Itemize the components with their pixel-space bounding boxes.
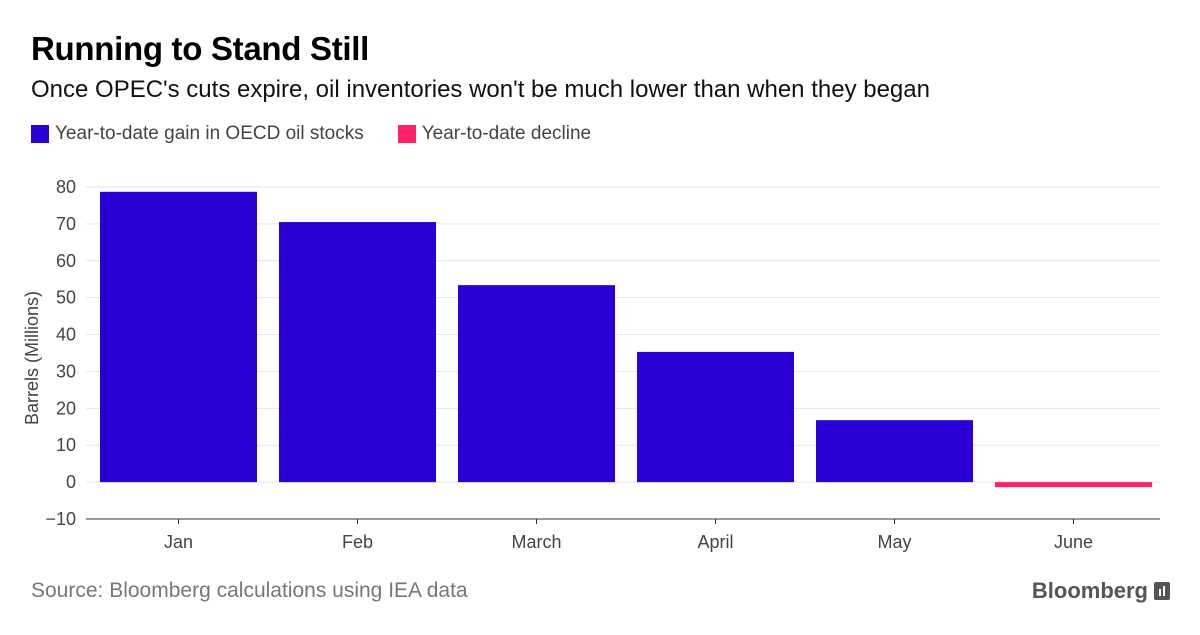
bar-april (637, 351, 794, 483)
bar-march (458, 285, 615, 483)
legend-swatch-decline (397, 125, 416, 143)
y-tick-label: 10 (56, 435, 76, 455)
bar-jan (100, 191, 257, 483)
y-tick-label: 40 (56, 325, 76, 345)
chart-title: Running to Stand Still (31, 30, 370, 67)
y-tick-label: 80 (56, 177, 76, 197)
brand-logo: Bloomberg (1032, 578, 1170, 604)
bar-may (816, 420, 973, 483)
bar-june (995, 482, 1152, 488)
bar-chart-icon (1154, 582, 1170, 600)
bar-feb (279, 222, 436, 483)
y-tick-label: 20 (56, 398, 76, 418)
legend: Year-to-date gain in OECD oil stocks Yea… (31, 123, 625, 145)
brand-name: Bloomberg (1031, 578, 1148, 603)
y-tick-label: −10 (45, 509, 76, 529)
legend-label-gain: Year-to-date gain in OECD oil stocks (55, 123, 364, 144)
y-tick-label: 60 (56, 251, 76, 271)
chart-subtitle: Once OPEC's cuts expire, oil inventories… (31, 76, 930, 103)
x-tick-label: April (697, 532, 733, 552)
source-note: Source: Bloomberg calculations using IEA… (31, 579, 468, 602)
legend-label-decline: Year-to-date decline (421, 123, 592, 144)
y-tick-label: 50 (56, 288, 76, 308)
y-tick-label: 0 (66, 472, 76, 492)
y-tick-label: 70 (56, 214, 76, 234)
x-tick-label: Feb (342, 532, 373, 552)
legend-swatch-gain (31, 125, 49, 143)
y-tick-label: 30 (56, 361, 76, 381)
x-tick-label: March (511, 532, 561, 552)
x-tick-label: May (877, 532, 911, 552)
legend-item-gain: Year-to-date gain in OECD oil stocks (31, 123, 364, 145)
y-axis-title: Barrels (Millions) (22, 291, 42, 425)
legend-item-decline: Year-to-date decline (397, 123, 592, 145)
x-tick-label: June (1054, 532, 1093, 552)
x-tick-label: Jan (164, 532, 193, 552)
